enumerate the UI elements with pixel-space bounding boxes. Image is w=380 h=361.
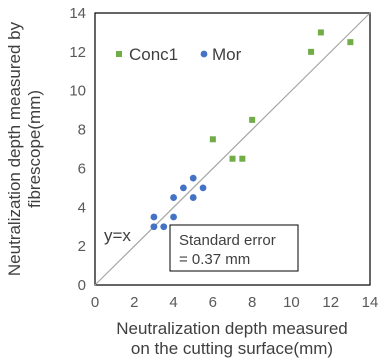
y-tick-label: 6 <box>78 160 86 177</box>
point-conc1 <box>209 136 216 143</box>
x-tick-label: 4 <box>169 294 177 311</box>
legend-label-mor: Mor <box>212 45 242 64</box>
reference-line-label: y=x <box>104 226 131 245</box>
y-axis-title-line-1: Neutralization depth measured by <box>5 21 24 276</box>
point-conc1 <box>308 48 315 55</box>
legend-label-conc1: Conc1 <box>129 45 178 64</box>
point-mor <box>170 213 177 221</box>
point-conc1 <box>249 116 256 123</box>
legend-marker-conc1 <box>116 51 122 57</box>
y-tick-label: 10 <box>69 83 86 100</box>
y-axis-title-line-2: fibrescope(mm) <box>25 90 44 208</box>
y-tick-label: 8 <box>78 122 86 139</box>
point-mor <box>160 223 168 231</box>
legend-marker-mor <box>200 50 208 58</box>
x-tick-label: 0 <box>91 294 99 311</box>
point-mor <box>189 194 197 201</box>
y-tick-label: 14 <box>69 5 86 22</box>
x-axis-title-line-2: on the cutting surface(mm) <box>131 339 333 358</box>
y-axis-ticks: 0 2 4 6 8 10 12 14 <box>69 5 86 294</box>
standard-error-annotation: Standard error = 0.37 mm <box>169 224 299 272</box>
x-axis-title-line-1: Neutralization depth measured <box>116 319 348 338</box>
point-mor <box>150 223 158 231</box>
point-conc1 <box>317 29 324 36</box>
reference-line-y-equals-x <box>94 12 371 286</box>
x-tick-label: 8 <box>248 294 256 311</box>
point-conc1 <box>229 155 236 162</box>
point-mor <box>179 184 187 192</box>
point-conc1 <box>239 155 246 162</box>
x-axis-ticks: 0 2 4 6 8 10 12 14 <box>91 294 379 311</box>
x-tick-label: 6 <box>209 294 217 311</box>
annotation-line-2: = 0.37 mm <box>179 251 250 268</box>
annotation-box <box>169 224 299 272</box>
data-points <box>150 29 354 231</box>
x-tick-label: 2 <box>130 294 138 311</box>
x-tick-label: 14 <box>362 294 379 311</box>
point-mor <box>150 213 158 221</box>
point-mor <box>170 194 177 201</box>
y-tick-label: 12 <box>69 44 86 61</box>
y-tick-label: 2 <box>78 238 86 255</box>
plot-area-border <box>94 12 371 286</box>
point-mor <box>189 174 197 182</box>
y-tick-label: 4 <box>78 199 86 216</box>
point-mor <box>199 184 207 192</box>
x-tick-label: 10 <box>283 294 300 311</box>
x-tick-label: 12 <box>322 294 339 311</box>
legend: Conc1 Mor <box>116 45 242 64</box>
y-tick-label: 0 <box>78 277 86 294</box>
annotation-line-1: Standard error <box>179 232 276 249</box>
point-conc1 <box>347 39 354 46</box>
